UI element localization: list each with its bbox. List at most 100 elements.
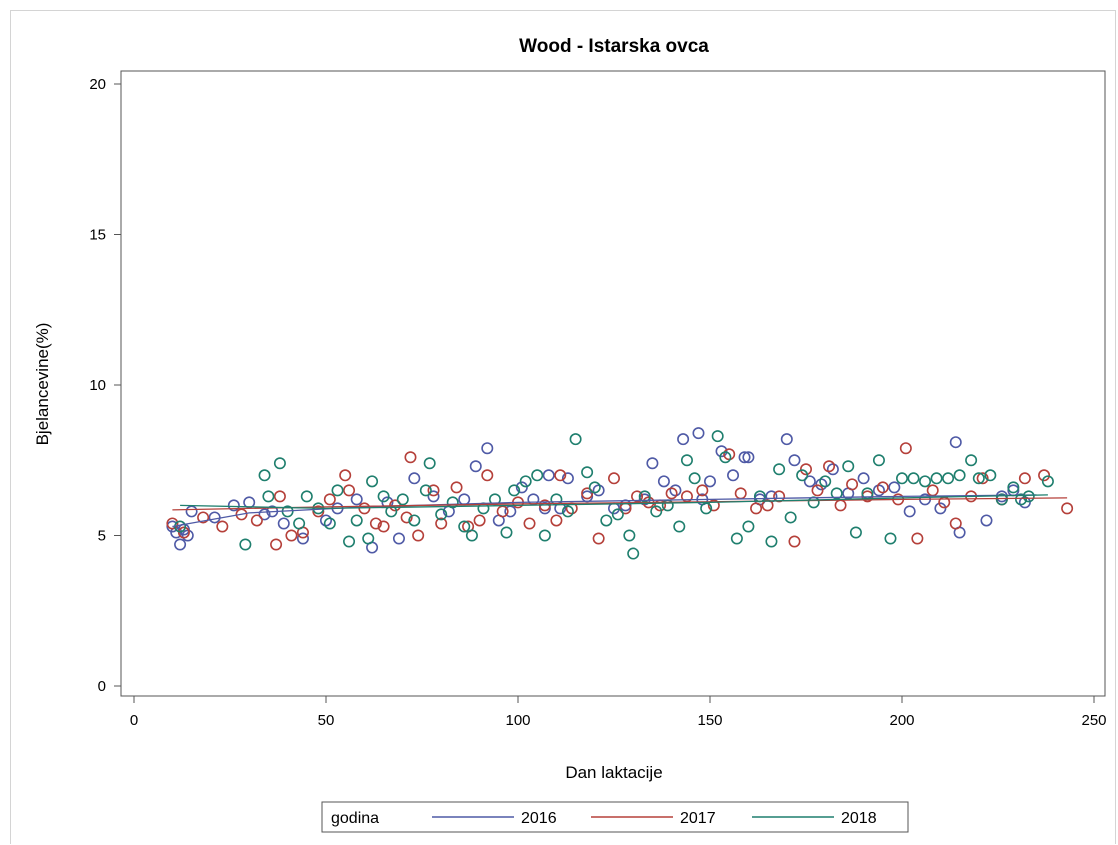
data-point-2018 bbox=[465, 529, 478, 542]
data-point-2017 bbox=[823, 460, 836, 473]
data-point-2018 bbox=[807, 496, 820, 509]
data-point-2016 bbox=[903, 505, 916, 518]
data-point-2017 bbox=[369, 517, 382, 530]
x-tick-label: 250 bbox=[1081, 712, 1106, 729]
data-point-2017 bbox=[876, 481, 889, 494]
data-point-2017 bbox=[404, 451, 417, 464]
data-point-2016 bbox=[515, 481, 528, 494]
data-point-2016 bbox=[542, 469, 555, 482]
data-point-2016 bbox=[392, 532, 405, 545]
data-point-2018 bbox=[569, 433, 582, 446]
data-point-2016 bbox=[408, 472, 421, 485]
data-point-2017 bbox=[1038, 469, 1051, 482]
data-point-2018 bbox=[995, 493, 1008, 506]
legend-label-2018: 2018 bbox=[841, 810, 877, 827]
x-tick-label: 100 bbox=[505, 712, 530, 729]
data-point-2017 bbox=[550, 514, 563, 527]
y-tick-label: 0 bbox=[98, 678, 106, 695]
data-point-2018 bbox=[366, 475, 379, 488]
data-point-2018 bbox=[273, 457, 286, 470]
data-point-2018 bbox=[884, 532, 897, 545]
data-point-2016 bbox=[738, 451, 751, 464]
data-point-2017 bbox=[273, 490, 286, 503]
data-point-2017 bbox=[631, 490, 644, 503]
data-point-2016 bbox=[703, 475, 716, 488]
data-point-2018 bbox=[742, 520, 755, 533]
data-point-2016 bbox=[208, 511, 221, 524]
data-point-2018 bbox=[773, 463, 786, 476]
data-point-2018 bbox=[458, 520, 471, 533]
data-point-2018 bbox=[538, 529, 551, 542]
data-point-2018 bbox=[531, 469, 544, 482]
data-point-2018 bbox=[239, 538, 252, 551]
y-tick-label: 20 bbox=[89, 76, 106, 93]
data-point-2018 bbox=[258, 469, 271, 482]
data-point-2016 bbox=[166, 520, 179, 533]
data-point-2018 bbox=[262, 490, 275, 503]
data-point-2018 bbox=[419, 484, 432, 497]
data-point-2017 bbox=[250, 514, 263, 527]
data-point-2018 bbox=[680, 454, 693, 467]
data-point-2018 bbox=[623, 529, 636, 542]
data-point-2017 bbox=[976, 472, 989, 485]
data-point-2018 bbox=[600, 514, 613, 527]
data-point-2018 bbox=[673, 520, 686, 533]
data-point-2017 bbox=[846, 478, 859, 491]
data-point-2018 bbox=[730, 532, 743, 545]
data-point-2017 bbox=[707, 499, 720, 512]
data-point-2018 bbox=[1022, 490, 1035, 503]
x-tick-label: 150 bbox=[697, 712, 722, 729]
data-point-2018 bbox=[965, 454, 978, 467]
data-point-2018 bbox=[377, 490, 390, 503]
data-point-2018 bbox=[895, 472, 908, 485]
legend-title: godina bbox=[331, 810, 379, 827]
data-point-2016 bbox=[561, 472, 574, 485]
data-point-2017 bbox=[177, 526, 190, 539]
data-point-2018 bbox=[650, 505, 663, 518]
data-point-2017 bbox=[773, 490, 786, 503]
data-point-2018 bbox=[588, 481, 601, 494]
legend-label-2017: 2017 bbox=[680, 810, 716, 827]
data-point-2016 bbox=[715, 445, 728, 458]
data-point-2017 bbox=[592, 532, 605, 545]
data-point-2018 bbox=[819, 475, 832, 488]
data-point-2018 bbox=[423, 457, 436, 470]
data-point-2016 bbox=[657, 475, 670, 488]
data-point-2018 bbox=[688, 472, 701, 485]
data-point-2017 bbox=[911, 532, 924, 545]
data-point-2018 bbox=[919, 475, 932, 488]
data-point-2016 bbox=[174, 538, 187, 551]
data-point-2018 bbox=[638, 490, 651, 503]
x-axis-label: Dan laktacije bbox=[565, 763, 662, 782]
data-point-2016 bbox=[527, 493, 540, 506]
data-point-2017 bbox=[554, 469, 567, 482]
data-point-2018 bbox=[508, 484, 521, 497]
data-point-2016 bbox=[458, 493, 471, 506]
x-tick-label: 0 bbox=[130, 712, 138, 729]
data-point-2018 bbox=[1041, 475, 1054, 488]
data-point-2016 bbox=[227, 499, 240, 512]
data-point-2018 bbox=[872, 454, 885, 467]
data-point-2018 bbox=[711, 430, 724, 443]
data-point-2016 bbox=[742, 451, 755, 464]
data-point-2016 bbox=[888, 481, 901, 494]
data-point-2016 bbox=[788, 454, 801, 467]
data-point-2018 bbox=[930, 472, 943, 485]
data-point-2016 bbox=[469, 460, 482, 473]
data-point-2016 bbox=[296, 532, 309, 545]
data-point-2017 bbox=[450, 481, 463, 494]
data-point-2017 bbox=[1061, 502, 1074, 515]
data-point-2018 bbox=[343, 535, 356, 548]
data-point-2018 bbox=[611, 508, 624, 521]
y-tick-label: 15 bbox=[89, 227, 106, 244]
data-point-2016 bbox=[727, 469, 740, 482]
data-point-2017 bbox=[435, 517, 448, 530]
data-point-2017 bbox=[696, 484, 709, 497]
data-point-2016 bbox=[504, 505, 517, 518]
data-point-2018 bbox=[396, 493, 409, 506]
fit-line-2016 bbox=[172, 494, 1037, 528]
data-point-2017 bbox=[799, 463, 812, 476]
data-point-2017 bbox=[811, 484, 824, 497]
data-point-2016 bbox=[258, 508, 271, 521]
